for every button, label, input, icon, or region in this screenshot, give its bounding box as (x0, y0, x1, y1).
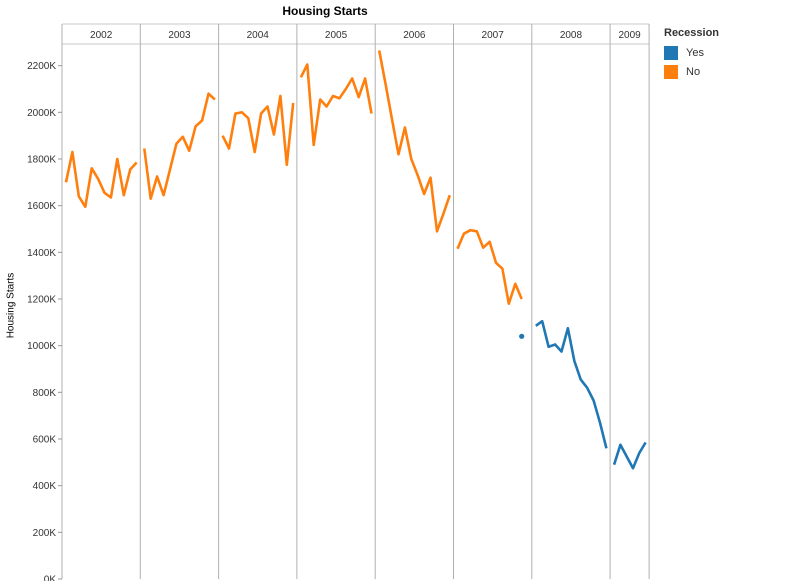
legend-swatch-no (664, 64, 678, 79)
data-point-yes (519, 333, 525, 339)
series-line-2002-no (64, 150, 138, 209)
panel-year-label: 2004 (247, 30, 270, 41)
legend-label-yes: Yes (686, 46, 704, 59)
series-line-2007-no (456, 228, 523, 306)
chart-title: Housing Starts (282, 4, 368, 18)
legend[interactable]: Recession Yes No (664, 27, 719, 81)
y-tick-label: 0K (44, 575, 57, 581)
legend-item-no[interactable]: No (664, 62, 719, 81)
y-tick-label: 800K (33, 388, 57, 399)
legend-title: Recession (664, 27, 720, 39)
legend-label-no: No (686, 65, 701, 78)
series-line-2004-no (221, 94, 295, 167)
series-line-2003-no (143, 92, 216, 200)
y-tick-label: 1000K (27, 341, 56, 352)
panel-year-label: 2006 (403, 30, 426, 41)
series-line-2006-no (377, 50, 452, 233)
panel-year-label: 2003 (168, 30, 191, 41)
series-line-2008-yes (535, 319, 608, 449)
series-line-2009-yes (612, 441, 647, 470)
y-tick-label: 1800K (27, 155, 56, 166)
legend-swatch-yes (664, 45, 678, 60)
y-tick-label: 1600K (27, 201, 56, 212)
panel-year-label: 2002 (90, 30, 113, 41)
y-tick-label: 200K (33, 528, 57, 539)
legend-item-yes[interactable]: Yes (664, 43, 719, 62)
y-tick-label: 1400K (27, 248, 56, 259)
panel-year-label: 2007 (482, 30, 505, 41)
y-tick-label: 2200K (27, 61, 56, 72)
y-tick-label: 400K (33, 481, 57, 492)
y-tick-label: 2000K (27, 108, 56, 119)
series-line-2005-no (299, 63, 373, 147)
panel-year-label: 2009 (618, 30, 641, 41)
panel-year-label: 2008 (560, 30, 583, 41)
y-tick-label: 1200K (27, 295, 56, 306)
panel-year-label: 2005 (325, 30, 348, 41)
y-tick-label: 600K (33, 435, 57, 446)
